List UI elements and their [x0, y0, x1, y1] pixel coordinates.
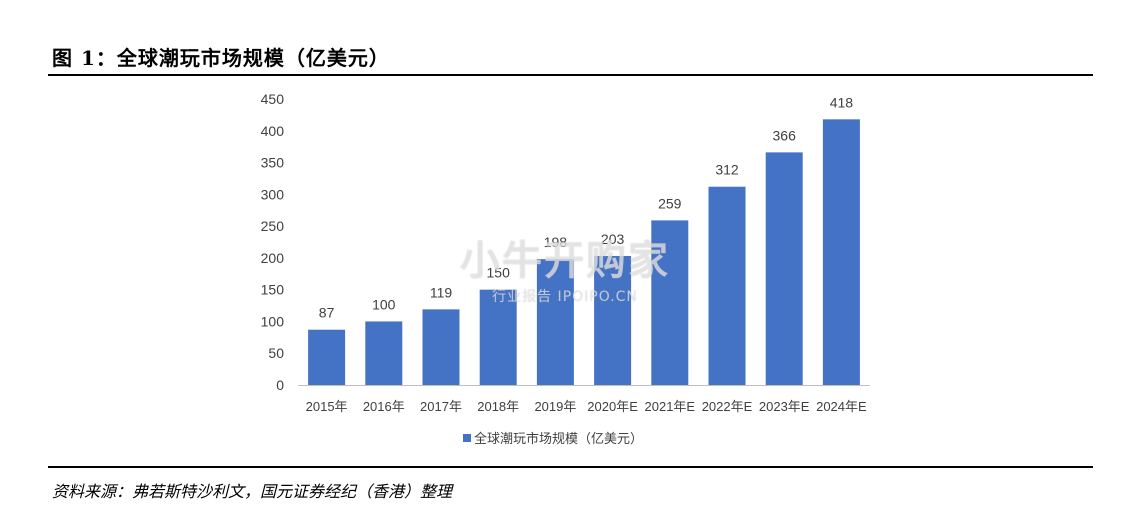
x-tick-label: 2020年E	[587, 399, 638, 414]
title-rule	[48, 74, 1093, 76]
legend: 全球潮玩市场规模（亿美元）	[463, 431, 643, 446]
legend-label: 全球潮玩市场规模（亿美元）	[474, 431, 643, 446]
source-rule	[48, 466, 1093, 468]
y-axis-ticks: 0 50 100 150 200 250 300 350 400 450	[261, 91, 285, 393]
data-label: 418	[830, 94, 854, 110]
data-label: 100	[372, 296, 396, 312]
y-tick-label: 350	[261, 155, 285, 171]
data-label: 198	[544, 234, 568, 250]
bar	[365, 321, 403, 385]
bar	[308, 329, 346, 385]
x-tick-label: 2024年E	[816, 399, 867, 414]
x-tick-label: 2019年	[534, 399, 576, 414]
bar	[822, 119, 860, 386]
y-tick-label: 250	[261, 218, 285, 234]
data-label: 87	[319, 305, 335, 321]
x-tick-label: 2021年E	[645, 399, 696, 414]
bar-chart: 0 50 100 150 200 250 300 350 400 450 87 100 119 150 1…	[261, 91, 870, 446]
source-note: 资料来源：弗若斯特沙利文，国元证券经纪（香港）整理	[52, 482, 453, 501]
bar	[536, 259, 574, 385]
data-label: 259	[658, 195, 682, 211]
legend-swatch	[463, 434, 471, 442]
data-label: 366	[773, 127, 797, 143]
y-tick-label: 50	[268, 345, 284, 361]
x-tick-label: 2023年E	[759, 399, 810, 414]
data-label: 119	[430, 284, 453, 300]
x-tick-label: 2022年E	[702, 399, 753, 414]
y-tick-label: 0	[276, 377, 284, 393]
x-tick-label: 2016年	[363, 399, 405, 414]
x-tick-label: 2015年	[306, 399, 348, 414]
bar	[651, 220, 689, 385]
data-label: 312	[715, 162, 739, 178]
bar	[422, 309, 460, 385]
y-tick-label: 200	[261, 250, 285, 266]
x-tick-label: 2017年	[420, 399, 462, 414]
bar	[765, 152, 803, 385]
data-label: 203	[601, 231, 625, 247]
bar	[594, 255, 632, 385]
bars: 87 100 119 150 198 203 259 312 366 418	[308, 94, 860, 386]
bar	[479, 289, 517, 385]
data-label: 150	[487, 265, 511, 281]
y-tick-label: 150	[261, 282, 285, 298]
y-tick-label: 300	[261, 186, 285, 202]
y-tick-label: 450	[261, 91, 285, 107]
bar	[708, 186, 746, 385]
y-tick-label: 400	[261, 123, 285, 139]
x-axis-ticks: 2015年 2016年 2017年 2018年 2019年 2020年E 2021年E 202…	[306, 399, 867, 414]
x-tick-label: 2018年	[477, 399, 519, 414]
figure-title: 图 1：全球潮玩市场规模（亿美元）	[52, 46, 390, 70]
y-tick-label: 100	[261, 313, 285, 329]
